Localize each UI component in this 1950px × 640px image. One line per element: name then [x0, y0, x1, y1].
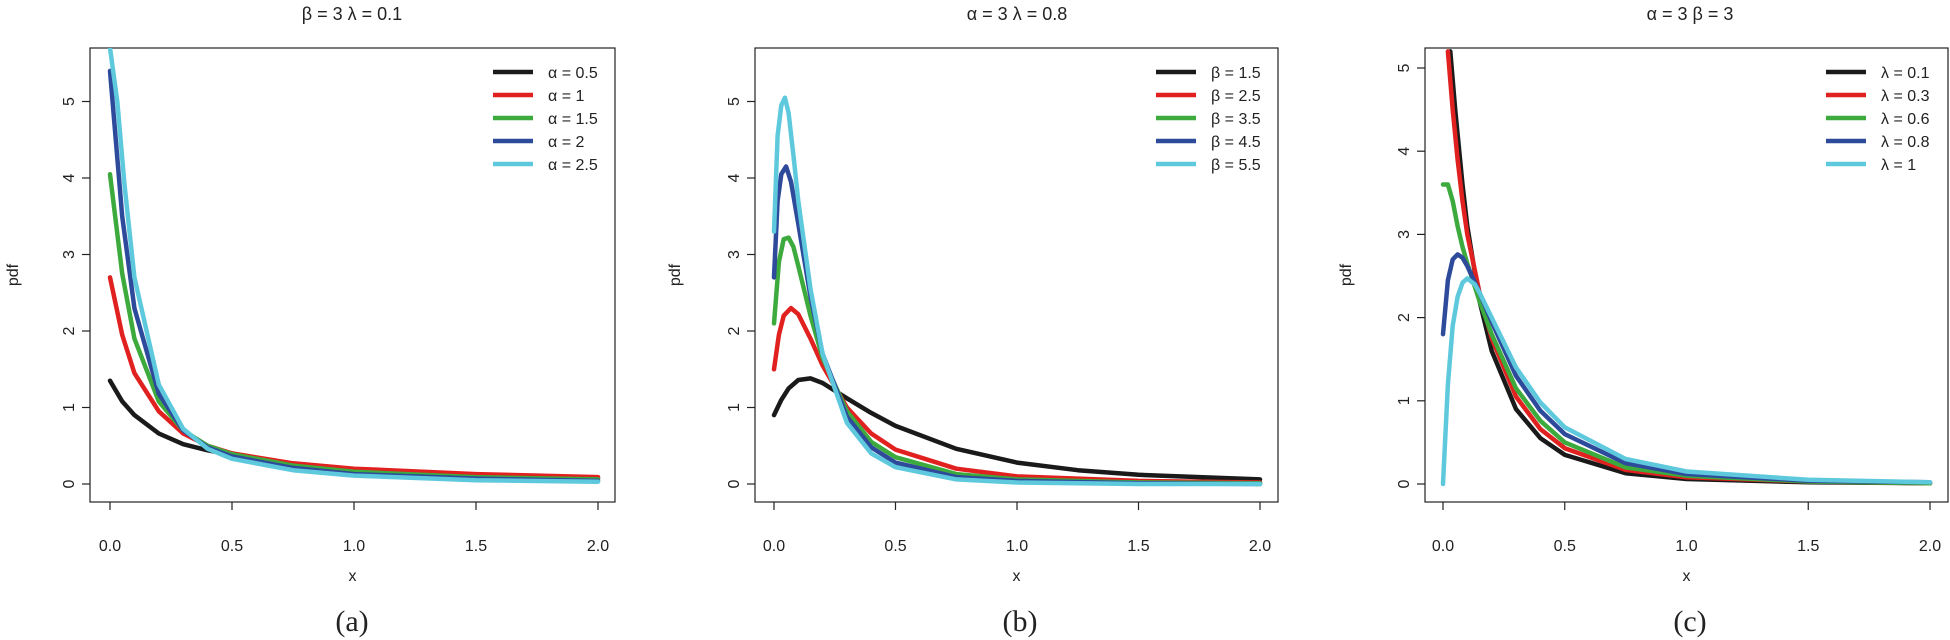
- series-line-5: [107, 48, 601, 484]
- series-line-4: [771, 164, 1263, 487]
- x-tick-label: 0.0: [763, 538, 785, 555]
- series-line-5: [1440, 276, 1933, 487]
- y-tick-label: 2: [726, 326, 743, 335]
- series-line-2: [771, 305, 1263, 485]
- y-tick-label: 1: [61, 403, 78, 412]
- legend-label: λ = 0.6: [1881, 111, 1930, 128]
- legend: λ = 0.1 λ = 0.3 λ = 0.6 λ = 0.8 λ = 1: [1826, 65, 1930, 174]
- series-line-3: [771, 235, 1263, 486]
- y-tick-label: 5: [1396, 63, 1413, 72]
- y-tick-label: 2: [1396, 313, 1413, 322]
- chart-title: α = 3 β = 3: [1647, 4, 1734, 24]
- x-tick-label: 0.0: [1432, 538, 1454, 555]
- panel-caption: (c): [1673, 605, 1706, 638]
- chart-title: α = 3 λ = 0.8: [967, 4, 1067, 24]
- legend-label: α = 0.5: [548, 65, 598, 82]
- series-line-4: [107, 68, 601, 484]
- y-tick-label: 2: [61, 326, 78, 335]
- x-tick-label: 0.5: [1554, 538, 1576, 555]
- panel-caption: (a): [335, 605, 368, 638]
- legend-label: β = 3.5: [1211, 111, 1261, 128]
- legend: α = 0.5 α = 1 α = 1.5 α = 2 α = 2.5: [493, 65, 598, 174]
- x-axis-label: x: [1013, 568, 1021, 585]
- y-tick-label: 0: [61, 479, 78, 488]
- series-lines: [1440, 49, 1933, 487]
- series-lines: [771, 95, 1263, 487]
- x-tick-label: 2.0: [1919, 538, 1941, 555]
- x-axis-label: x: [349, 568, 357, 585]
- chart-panel-1: β = 3 λ = 0.1 0.0 0.5 1.0 1.5 2.0 0 1 2 3 4 5 x pdf (a…: [5, 4, 616, 638]
- legend-label: α = 2: [548, 134, 584, 151]
- plot-frame: [1424, 47, 1949, 503]
- legend: β = 1.5 β = 2.5 β = 3.5 β = 4.5 β = 5.5: [1156, 65, 1261, 174]
- legend-label: λ = 0.3: [1881, 88, 1930, 105]
- y-tick-label: 1: [726, 403, 743, 412]
- y-tick-label: 1: [1396, 396, 1413, 405]
- x-tick-label: 2.0: [587, 538, 609, 555]
- series-line-5: [771, 95, 1263, 487]
- series-line-1: [771, 376, 1263, 482]
- x-tick-label: 1.0: [1006, 538, 1028, 555]
- plot-frame: [754, 47, 1279, 503]
- y-tick-label: 4: [61, 173, 78, 182]
- y-tick-label: 3: [726, 250, 743, 259]
- legend-label: λ = 0.1: [1881, 65, 1930, 82]
- legend-label: λ = 1: [1881, 157, 1916, 174]
- series-lines: [107, 48, 601, 484]
- x-tick-label: 0.0: [99, 538, 121, 555]
- legend-label: β = 1.5: [1211, 65, 1261, 82]
- y-axis-label: pdf: [5, 263, 22, 286]
- legend-label: λ = 0.8: [1881, 134, 1930, 151]
- x-tick-label: 0.5: [221, 538, 243, 555]
- y-axis-label: pdf: [1338, 263, 1355, 286]
- x-tick-label: 0.5: [884, 538, 906, 555]
- chart-title: β = 3 λ = 0.1: [302, 4, 402, 24]
- legend-label: β = 5.5: [1211, 157, 1261, 174]
- plot-frame: [89, 47, 616, 503]
- legend-label: α = 1.5: [548, 111, 598, 128]
- panel-caption: (b): [1003, 605, 1038, 638]
- y-axis-label: pdf: [667, 263, 684, 286]
- y-tick-label: 3: [61, 250, 78, 259]
- y-tick-label: 5: [726, 97, 743, 106]
- y-tick-label: 5: [61, 97, 78, 106]
- x-tick-label: 1.5: [465, 538, 487, 555]
- legend-label: β = 4.5: [1211, 134, 1261, 151]
- x-tick-label: 1.0: [1675, 538, 1697, 555]
- y-tick-label: 3: [1396, 230, 1413, 239]
- y-tick-label: 0: [1396, 479, 1413, 488]
- y-tick-label: 0: [726, 479, 743, 488]
- legend-label: α = 1: [548, 88, 584, 105]
- y-tick-label: 4: [726, 173, 743, 182]
- series-line-2: [107, 275, 601, 480]
- legend-label: β = 2.5: [1211, 88, 1261, 105]
- series-line-3: [1440, 182, 1933, 486]
- x-tick-label: 1.5: [1797, 538, 1819, 555]
- y-tick-label: 4: [1396, 147, 1413, 156]
- x-tick-label: 1.0: [343, 538, 365, 555]
- chart-panel-3: α = 3 β = 3 0.0 0.5 1.0 1.5 2.0 0 1 2 3 4 5 x pdf (c) λ…: [1338, 4, 1949, 638]
- chart-panel-2: α = 3 λ = 0.8 0.0 0.5 1.0 1.5 2.0 0 1 2 3 4 5 x pdf (b…: [667, 4, 1279, 638]
- x-tick-label: 1.5: [1127, 538, 1149, 555]
- x-axis-label: x: [1683, 568, 1691, 585]
- x-tick-label: 2.0: [1249, 538, 1271, 555]
- legend-label: α = 2.5: [548, 157, 598, 174]
